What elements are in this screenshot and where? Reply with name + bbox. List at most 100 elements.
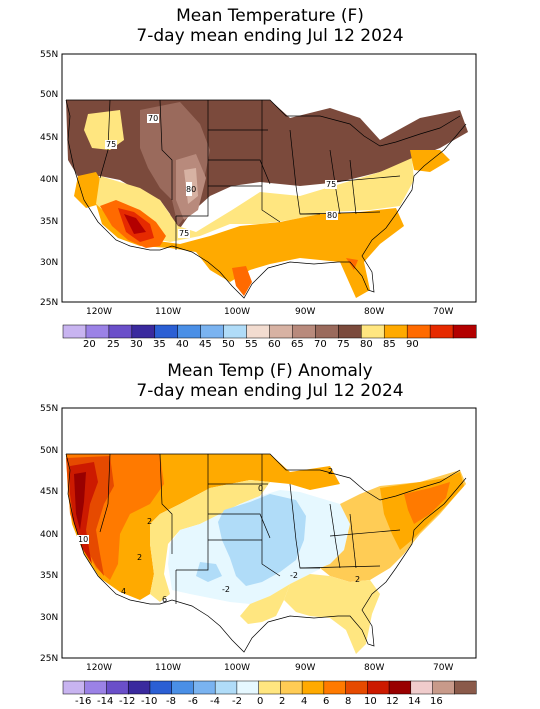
map2-colorbar-swatch bbox=[454, 680, 477, 695]
map2-colorbar-tick: 8 bbox=[345, 696, 351, 707]
map1-lat-label: 35N bbox=[40, 217, 58, 227]
map1-colorbar-swatch bbox=[338, 324, 362, 339]
map2-colorbar-swatch bbox=[106, 680, 129, 695]
map2-colorbar-swatch bbox=[301, 680, 325, 695]
map1-colorbar-tick: 40 bbox=[176, 339, 189, 350]
map1-contour-label: 75 bbox=[179, 229, 189, 238]
map2-lon-label: 110W bbox=[155, 663, 181, 673]
map2-colorbar-tick: -10 bbox=[141, 696, 157, 707]
map2-lon-label: 90W bbox=[295, 663, 315, 673]
map1-lat-label: 25N bbox=[40, 298, 58, 308]
map2-colorbar-tick: 0 bbox=[257, 696, 263, 707]
map1-colorbar-tick: 65 bbox=[291, 339, 304, 350]
map2-colorbar-tick: 14 bbox=[408, 696, 421, 707]
map2-colorbar-tick: -8 bbox=[166, 696, 176, 707]
map1-colorbar-tick: 50 bbox=[222, 339, 235, 350]
map1-lon-label: 110W bbox=[155, 307, 181, 317]
map1-colorbar-swatch bbox=[269, 324, 293, 339]
map1-boundaries bbox=[65, 99, 467, 299]
map1-lon-label: 70W bbox=[433, 307, 453, 317]
map2-colorbar-swatch bbox=[345, 680, 368, 695]
map2-title-line1: Mean Temp (F) Anomaly bbox=[167, 361, 373, 381]
map1-title-line2: 7-day mean ending Jul 12 2024 bbox=[136, 26, 404, 46]
map2-contour-label: -2 bbox=[222, 585, 230, 594]
map1-contour-label: 80 bbox=[327, 211, 337, 220]
map2-colorbar-swatch bbox=[410, 680, 434, 695]
map1-contour-labels: 70 75 80 75 75 80 bbox=[105, 114, 338, 238]
map1-fills bbox=[66, 100, 468, 298]
map2-lat-label: 50N bbox=[40, 446, 58, 456]
map2-colorbar-tick: 2 bbox=[279, 696, 285, 707]
map1-lat-label: 40N bbox=[40, 175, 58, 185]
map2-lon-label: 120W bbox=[86, 663, 112, 673]
map1-colorbar-ticks: 20 25 30 35 40 45 50 55 60 65 70 75 80 8… bbox=[83, 339, 419, 350]
map2-colorbar-tick: -12 bbox=[119, 696, 135, 707]
map1-lat-label: 50N bbox=[40, 90, 58, 100]
map1-colorbar-swatch bbox=[361, 324, 385, 339]
map2-colorbar-swatch bbox=[214, 680, 238, 695]
map2-boundaries bbox=[65, 453, 467, 653]
map2-lon-label: 80W bbox=[364, 663, 384, 673]
map2-lon-labels: 120W 110W 100W 90W 80W 70W bbox=[86, 663, 453, 673]
map1-colorbar-tick: 70 bbox=[314, 339, 327, 350]
map1-colorbar-tick: 85 bbox=[383, 339, 396, 350]
map2-lat-label: 30N bbox=[40, 613, 58, 623]
map1: 70 75 80 75 75 80 55N 50N 45N 40N 35N 30… bbox=[40, 50, 477, 350]
map2-contour-label: 2 bbox=[137, 553, 142, 562]
map2-colorbar-tick: -6 bbox=[188, 696, 198, 707]
map2-lat-label: 55N bbox=[40, 404, 58, 414]
map2-colorbar-swatch bbox=[258, 680, 281, 695]
map2-contour-label: 10 bbox=[78, 535, 88, 544]
map2-colorbar-ticks: -16 -14 -12 -10 -8 -6 -4 -2 0 2 4 6 8 10… bbox=[75, 696, 443, 707]
map2-colorbar-tick: 4 bbox=[301, 696, 307, 707]
map1-colorbar-swatch bbox=[292, 324, 316, 339]
map1-colorbar-swatch bbox=[452, 324, 477, 339]
map2-lat-label: 35N bbox=[40, 571, 58, 581]
map1-colorbar-swatch bbox=[177, 324, 202, 339]
map2-contour-label: 2 bbox=[355, 575, 360, 584]
map1-colorbar-tick: 75 bbox=[337, 339, 350, 350]
map2-colorbar-swatch bbox=[84, 680, 108, 695]
map2-colorbar-tick: 12 bbox=[386, 696, 399, 707]
map1-colorbar-tick: 25 bbox=[107, 339, 120, 350]
map1-lon-label: 120W bbox=[86, 307, 112, 317]
map1-contour-label: 75 bbox=[326, 180, 336, 189]
map1-colorbar bbox=[62, 324, 477, 339]
map1-lon-label: 90W bbox=[295, 307, 315, 317]
map2-lat-labels: 55N 50N 45N 40N 35N 30N 25N bbox=[40, 404, 58, 664]
map2-colorbar-swatch bbox=[323, 680, 347, 695]
map1-colorbar-tick: 45 bbox=[199, 339, 212, 350]
map2-colorbar bbox=[62, 680, 477, 695]
map1-colorbar-swatch bbox=[223, 324, 248, 339]
map1-contour-label: 70 bbox=[148, 114, 158, 123]
map1-colorbar-swatch bbox=[62, 324, 87, 339]
map2-contour-label: 4 bbox=[121, 587, 126, 596]
map1-contour-label: 75 bbox=[106, 140, 116, 149]
map2-colorbar-swatch bbox=[280, 680, 303, 695]
map1-contour-label: 80 bbox=[186, 185, 196, 194]
map2-colorbar-swatch bbox=[367, 680, 390, 695]
map1-lat-label: 30N bbox=[40, 258, 58, 268]
map2-contour-label: 6 bbox=[162, 595, 167, 604]
map2-lon-label: 100W bbox=[224, 663, 250, 673]
map2-colorbar-tick: -4 bbox=[210, 696, 220, 707]
map1-colorbar-swatch bbox=[200, 324, 225, 339]
map2-colorbar-tick: -2 bbox=[232, 696, 242, 707]
map1-lat-label: 45N bbox=[40, 133, 58, 143]
map2-colorbar-tick: 16 bbox=[430, 696, 443, 707]
map1-colorbar-tick: 80 bbox=[360, 339, 373, 350]
map1-lat-label: 55N bbox=[40, 50, 58, 60]
map2-contour-label: -2 bbox=[290, 571, 298, 580]
map1-colorbar-tick: 20 bbox=[83, 339, 96, 350]
map1-lon-label: 80W bbox=[364, 307, 384, 317]
map2-colorbar-swatch bbox=[388, 680, 412, 695]
map1-colorbar-tick: 30 bbox=[130, 339, 143, 350]
map1-colorbar-tick: 55 bbox=[245, 339, 258, 350]
map2-lat-label: 40N bbox=[40, 530, 58, 540]
map2-contour-label: 2 bbox=[328, 467, 333, 476]
map1-colorbar-swatch bbox=[429, 324, 454, 339]
map2-colorbar-swatch bbox=[432, 680, 455, 695]
map1-colorbar-tick: 90 bbox=[406, 339, 419, 350]
map2-colorbar-swatch bbox=[149, 680, 173, 695]
map1-colorbar-swatch bbox=[131, 324, 156, 339]
